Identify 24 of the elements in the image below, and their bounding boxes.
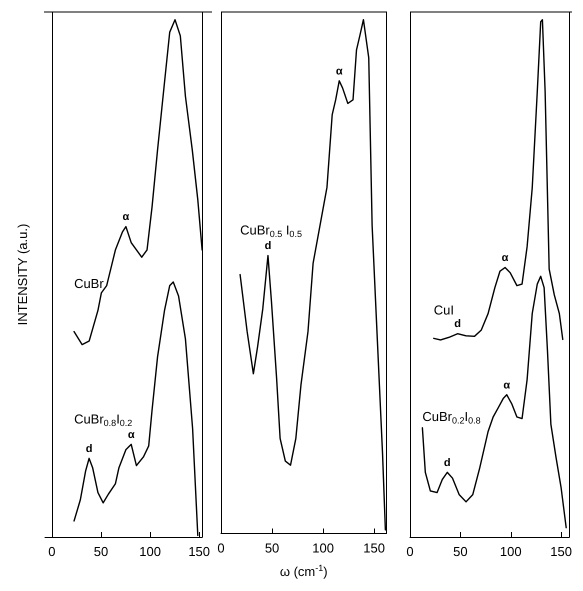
x-tick-label: 50 (453, 544, 468, 559)
y-axis-title: INTENSITY (a.u.) (15, 224, 30, 326)
x-tick-label: 100 (500, 544, 522, 559)
annotation: α (502, 252, 509, 264)
annotation: α (128, 428, 135, 441)
x-tick-label: 100 (312, 540, 334, 556)
x-tick-label: 50 (94, 544, 108, 559)
series-label: CuBr (74, 276, 104, 291)
annotation: α (336, 65, 343, 78)
annotation: d (264, 240, 272, 252)
annotation: d (86, 442, 92, 455)
x-tick-label: 150 (188, 544, 210, 559)
annotation: α (122, 211, 130, 224)
series-label: CuI (434, 302, 454, 318)
x-tick-label: 150 (550, 544, 572, 559)
x-tick-label: 0 (406, 544, 414, 559)
x-tick-label: 0 (217, 540, 225, 556)
x-tick-label: 150 (363, 540, 386, 556)
x-tick-label: 50 (264, 540, 280, 556)
annotation: d (444, 456, 451, 469)
x-tick-label: 100 (139, 544, 161, 559)
annotation: α (503, 379, 510, 392)
x-tick-label: 0 (48, 544, 56, 559)
annotation: d (454, 318, 461, 330)
